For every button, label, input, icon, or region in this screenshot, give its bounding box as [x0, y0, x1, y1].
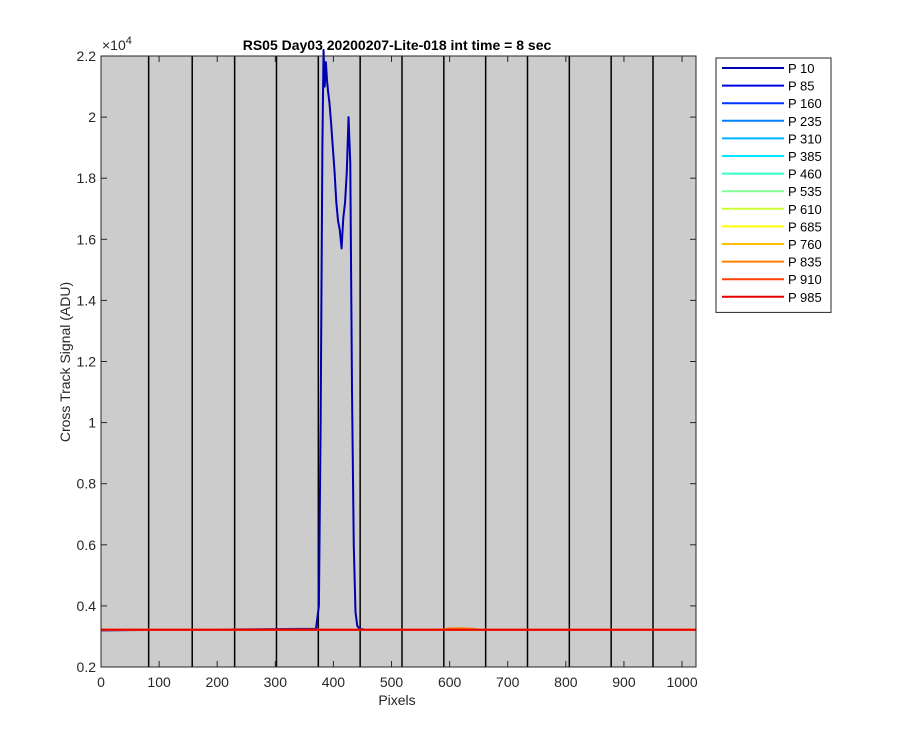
legend-label: P 385	[788, 149, 822, 164]
y-tick-label: 1.6	[77, 231, 97, 247]
y-exponent-base: ×10	[102, 37, 126, 53]
x-tick-label: 200	[206, 674, 230, 690]
x-tick-label: 1000	[666, 674, 697, 690]
legend-label: P 610	[788, 202, 822, 217]
legend-label: P 235	[788, 114, 822, 129]
y-axis-exponent: ×104	[102, 35, 132, 53]
y-tick-label: 1.2	[77, 354, 97, 370]
x-tick-label: 900	[612, 674, 636, 690]
legend-box	[715, 57, 832, 313]
legend-label: P 10	[788, 61, 815, 76]
legend-label: P 160	[788, 96, 822, 111]
y-tick-label: 1.4	[77, 292, 97, 308]
y-tick-label: 0.2	[77, 659, 97, 675]
y-tick-label: 1.8	[77, 170, 97, 186]
y-exponent-power: 4	[126, 35, 132, 47]
legend-label: P 835	[788, 255, 822, 270]
x-tick-label: 100	[147, 674, 171, 690]
y-tick-label: 0.8	[77, 476, 97, 492]
plot-area	[101, 56, 696, 667]
chart-title: RS05 Day03 20200207-Lite-018 int time = …	[243, 37, 552, 53]
x-axis-label: Pixels	[378, 692, 415, 708]
x-tick-label: 800	[554, 674, 578, 690]
x-tick-label: 500	[380, 674, 404, 690]
y-axis-label: Cross Track Signal (ADU)	[57, 282, 73, 442]
y-tick-label: 1	[88, 415, 96, 431]
y-tick-label: 0.4	[77, 598, 97, 614]
x-tick-label: 600	[438, 674, 462, 690]
y-tick-label: 2.2	[77, 48, 97, 64]
x-tick-label: 0	[97, 674, 105, 690]
x-tick-label: 400	[322, 674, 346, 690]
legend-label: P 985	[788, 290, 822, 305]
legend-label: P 910	[788, 272, 822, 287]
legend-label: P 535	[788, 184, 822, 199]
y-tick-label: 0.6	[77, 537, 97, 553]
legend-label: P 460	[788, 167, 822, 182]
legend-label: P 85	[788, 79, 815, 94]
x-tick-label: 300	[264, 674, 288, 690]
legend-label: P 685	[788, 219, 822, 234]
legend-label: P 310	[788, 131, 822, 146]
y-tick-label: 2	[88, 109, 96, 125]
legend: P 10 P 85 P 160 P 235 P 310 P 385 P 460 P 535 P …	[715, 57, 832, 313]
legend-label: P 760	[788, 237, 822, 252]
x-tick-label: 700	[496, 674, 520, 690]
